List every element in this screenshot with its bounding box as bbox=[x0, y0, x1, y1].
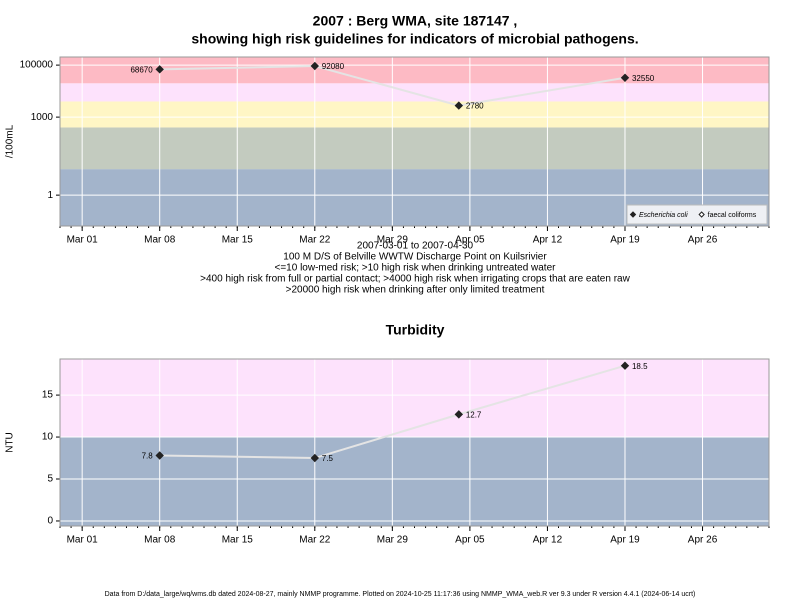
x-tick-label: Apr 19 bbox=[610, 235, 640, 246]
x-tick-label: Mar 08 bbox=[144, 535, 176, 546]
x-tick-label: Mar 08 bbox=[144, 235, 176, 246]
chart-title: Turbidity bbox=[386, 322, 445, 338]
data-label: 68670 bbox=[130, 65, 153, 74]
data-label: 7.5 bbox=[322, 454, 334, 463]
y-tick-label: 0 bbox=[47, 516, 53, 527]
chart-title: 2007 : Berg WMA, site 187147 , bbox=[313, 13, 518, 29]
risk-band bbox=[60, 359, 769, 438]
x-tick-label: Apr 26 bbox=[688, 535, 718, 546]
note: <=10 low-med risk; >10 high risk when dr… bbox=[275, 263, 557, 274]
note: 100 M D/S of Belville WWTW Discharge Poi… bbox=[283, 252, 547, 263]
risk-band bbox=[60, 101, 769, 128]
series-line bbox=[159, 65, 626, 107]
legend-label: faecal coliforms bbox=[708, 212, 757, 219]
x-tick-label: Apr 05 bbox=[455, 235, 485, 246]
point bbox=[310, 61, 320, 71]
legend-marker bbox=[629, 211, 637, 218]
y-tick-label: 1 bbox=[47, 190, 53, 201]
x-tick-label: Mar 15 bbox=[222, 535, 254, 546]
x-tick-label: Mar 01 bbox=[67, 535, 99, 546]
plot-border bbox=[59, 56, 770, 227]
note: >20000 high risk when drinking after onl… bbox=[286, 285, 545, 296]
data-label: 2780 bbox=[466, 102, 484, 111]
note: >400 high risk from full or partial cont… bbox=[200, 274, 630, 285]
data-label: 18.5 bbox=[632, 362, 648, 371]
series-line bbox=[159, 364, 626, 460]
y-axis-label: NTU bbox=[5, 432, 16, 453]
y-tick-label: 1000 bbox=[31, 112, 54, 123]
y-tick-label: 15 bbox=[42, 390, 54, 401]
point bbox=[620, 73, 630, 82]
risk-band bbox=[60, 57, 769, 84]
x-tick-label: Mar 29 bbox=[377, 535, 409, 546]
data-label: 32550 bbox=[632, 74, 655, 83]
x-tick-label: Apr 19 bbox=[610, 535, 640, 546]
point bbox=[620, 361, 630, 370]
point bbox=[454, 410, 464, 419]
x-tick-label: Mar 22 bbox=[299, 535, 331, 546]
data-label: 92080 bbox=[322, 62, 345, 71]
legend-marker bbox=[698, 211, 705, 218]
risk-band bbox=[60, 127, 769, 170]
point bbox=[155, 451, 164, 460]
y-tick-label: 100000 bbox=[20, 60, 54, 71]
data-label: 12.7 bbox=[466, 410, 482, 419]
risk-band bbox=[60, 437, 769, 526]
note: 2007-03-01 to 2007-04-30 bbox=[357, 241, 474, 252]
legend-box bbox=[626, 204, 768, 225]
plot-border bbox=[59, 358, 770, 527]
x-tick-label: Apr 12 bbox=[533, 235, 563, 246]
x-tick-label: Apr 12 bbox=[533, 535, 563, 546]
point bbox=[454, 101, 464, 110]
y-axis-label: /100mL bbox=[5, 124, 16, 158]
point bbox=[155, 65, 164, 74]
x-tick-label: Mar 22 bbox=[299, 235, 331, 246]
x-tick-label: Mar 01 bbox=[67, 235, 99, 246]
x-tick-label: Mar 29 bbox=[377, 235, 409, 246]
x-tick-label: Apr 05 bbox=[455, 535, 485, 546]
y-tick-label: 10 bbox=[42, 432, 54, 443]
y-tick-label: 5 bbox=[47, 474, 53, 485]
point bbox=[310, 453, 320, 463]
legend-label: Escherichia coli bbox=[639, 212, 688, 219]
footer: Data from D:/data_large/wq/wms.db dated … bbox=[105, 591, 696, 598]
x-tick-label: Apr 26 bbox=[688, 235, 718, 246]
data-label: 7.8 bbox=[142, 452, 154, 461]
chart-title: showing high risk guidelines for indicat… bbox=[191, 31, 638, 47]
x-tick-label: Mar 15 bbox=[222, 235, 254, 246]
